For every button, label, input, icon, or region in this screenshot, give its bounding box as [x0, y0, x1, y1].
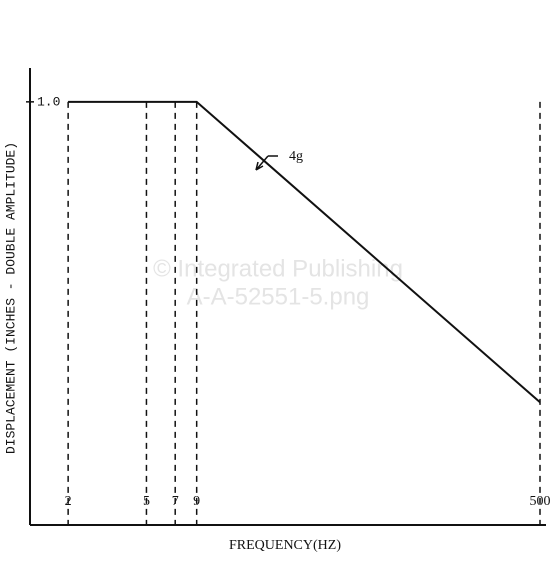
y-axis-label: DISPLACEMENT (INCHES - DOUBLE AMPLITUDE)	[3, 142, 18, 454]
annotation-arrow	[255, 155, 278, 171]
x-tick-label: 500	[530, 494, 551, 509]
x-tick-label: 7	[172, 494, 179, 509]
watermark: © Integrated Publishing	[153, 255, 403, 282]
x-tick-label: 5	[143, 494, 150, 509]
annotation: 4g	[289, 149, 303, 164]
x-axis-label: FREQUENCY(HZ)	[229, 538, 341, 553]
watermark: A-A-52551-5.png	[187, 283, 370, 310]
x-tick-label: 2	[65, 494, 72, 509]
y-tick-label: 1.0	[37, 94, 60, 109]
data-line	[68, 100, 541, 404]
x-tick-label: 9	[193, 494, 200, 509]
